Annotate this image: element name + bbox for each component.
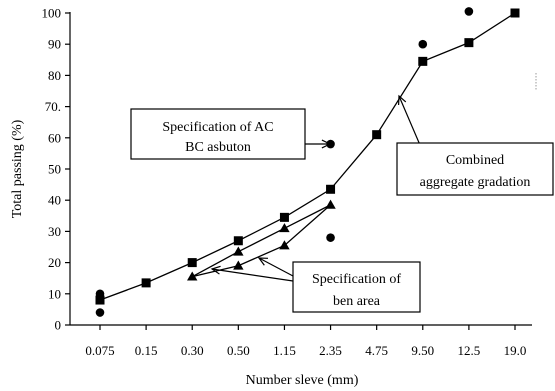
x-tick-label: 19.0 — [504, 343, 527, 358]
combined-gradation-annotation-text: Combined — [446, 153, 504, 168]
square-marker — [233, 236, 243, 246]
series-layer — [95, 7, 520, 317]
x-tick-label: 12.5 — [458, 343, 481, 358]
triangle-marker — [279, 223, 290, 233]
y-tick-label: 90 — [48, 37, 61, 52]
triangle-marker — [187, 271, 198, 281]
ben-arrow-lower — [211, 268, 294, 282]
y-tick-label: 40 — [48, 193, 61, 208]
combined-arrow-head — [397, 94, 407, 106]
square-marker — [326, 184, 336, 194]
y-tick-label: 100 — [42, 6, 62, 21]
circle-marker — [95, 308, 105, 317]
y-tick-label: 70. — [45, 99, 61, 114]
y-tick-label: 80 — [48, 68, 61, 83]
x-tick-label: 1.15 — [273, 343, 296, 358]
square-marker — [418, 56, 428, 66]
circle-marker — [464, 7, 474, 16]
axes: 0 10 20 30 40 50 60 70. 80 90 100 0.075 0.15 0.30 0.50… — [42, 6, 532, 358]
spec-ac-bc-annotation-text: BC asbuton — [185, 140, 251, 155]
combined-gradation-line — [99, 12, 516, 301]
y-tick-label: 10 — [48, 286, 61, 301]
triangle-marker — [233, 260, 244, 270]
x-tick-label: 4.75 — [365, 343, 388, 358]
circle-marker — [95, 289, 105, 299]
x-tick-label: 0.30 — [181, 343, 204, 358]
spec-ben-annotation-text: ben area — [333, 294, 381, 309]
spec-ac-bc-annotation-text: Specification of AC — [162, 120, 273, 135]
ben-arrow-upper-head — [257, 257, 269, 266]
ben-arrow-upper — [258, 257, 294, 277]
x-tick-label: 0.075 — [85, 343, 114, 358]
square-marker — [372, 130, 382, 140]
spec-ben-annotation-box — [292, 261, 421, 313]
y-tick-label: 30 — [48, 224, 61, 239]
y-tick-label: 50 — [48, 162, 61, 177]
triangle-marker — [325, 199, 336, 209]
circle-marker — [326, 233, 335, 242]
annotation-layer: Specification of AC BC asbuton Combined agg… — [130, 73, 554, 313]
triangle-marker — [233, 246, 244, 256]
square-marker — [141, 278, 151, 288]
combined-gradation-annotation-text: aggregate gradation — [420, 175, 531, 190]
square-marker — [95, 295, 105, 305]
spec-ac-bc-annotation-box — [130, 108, 306, 160]
square-marker — [187, 258, 197, 268]
spec-ben-annotation-text: Specification of — [312, 272, 401, 287]
triangle-marker — [279, 240, 290, 250]
ben-upper-line — [191, 204, 331, 278]
square-marker — [279, 212, 289, 222]
combined-arrow — [398, 95, 421, 146]
square-marker — [464, 38, 474, 48]
ac-bc-arrow-head — [321, 139, 332, 149]
y-tick-label: 20 — [48, 255, 61, 270]
combined-gradation-annotation-box — [396, 142, 554, 196]
x-tick-label: 2.35 — [319, 343, 342, 358]
x-tick-label: 0.50 — [227, 343, 250, 358]
ben-arrow-lower-head — [210, 265, 221, 275]
x-axis-title: Number sleve (mm) — [246, 373, 359, 388]
square-marker — [510, 8, 520, 18]
x-tick-label: 9.50 — [411, 343, 434, 358]
y-axis-title: Total passing (%) — [10, 119, 25, 218]
circle-marker — [418, 39, 428, 49]
x-tick-label: 0.15 — [135, 343, 158, 358]
y-tick-label: 60 — [48, 130, 61, 145]
y-tick-label: 0 — [55, 318, 62, 333]
